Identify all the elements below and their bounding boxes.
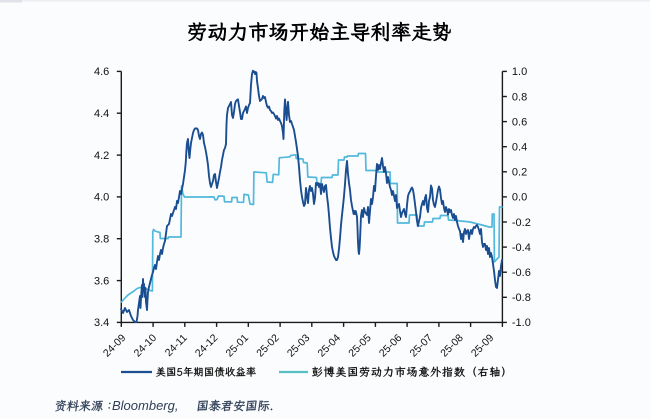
svg-text:-0.6: -0.6 [512,267,531,279]
svg-text:25-04: 25-04 [316,332,344,360]
svg-text:25-05: 25-05 [346,332,374,360]
svg-text:25-01: 25-01 [224,332,252,360]
svg-text:25-03: 25-03 [285,332,313,360]
svg-text:3.6: 3.6 [94,275,109,287]
svg-text:0.4: 0.4 [512,142,527,154]
svg-text:1.0: 1.0 [512,66,527,78]
svg-text:-0.2: -0.2 [512,217,531,229]
svg-text:25-02: 25-02 [254,332,282,360]
svg-text:0.0: 0.0 [512,192,527,204]
svg-text:24-12: 24-12 [193,332,221,360]
svg-text:4.0: 4.0 [94,192,109,204]
svg-text:25-08: 25-08 [438,332,466,360]
svg-text:0.8: 0.8 [512,91,527,103]
svg-text:4.2: 4.2 [94,150,109,162]
svg-text:4.4: 4.4 [94,108,109,120]
svg-text:-0.4: -0.4 [512,242,531,254]
svg-text:24-10: 24-10 [132,332,160,360]
svg-text:4.6: 4.6 [94,66,109,78]
svg-text:-1.0: -1.0 [512,317,531,329]
svg-text:-0.8: -0.8 [512,292,531,304]
svg-text:25-09: 25-09 [469,332,497,360]
svg-text:0.2: 0.2 [512,167,527,179]
svg-text:3.4: 3.4 [94,317,109,329]
svg-text:Bloomberg,: Bloomberg, [112,398,178,413]
svg-text:25-07: 25-07 [408,332,436,360]
svg-text:3.8: 3.8 [94,234,109,246]
svg-text:0.6: 0.6 [512,116,527,128]
svg-text:24-11: 24-11 [163,332,190,359]
svg-text:25-06: 25-06 [377,332,405,360]
svg-text:24-09: 24-09 [101,332,129,360]
